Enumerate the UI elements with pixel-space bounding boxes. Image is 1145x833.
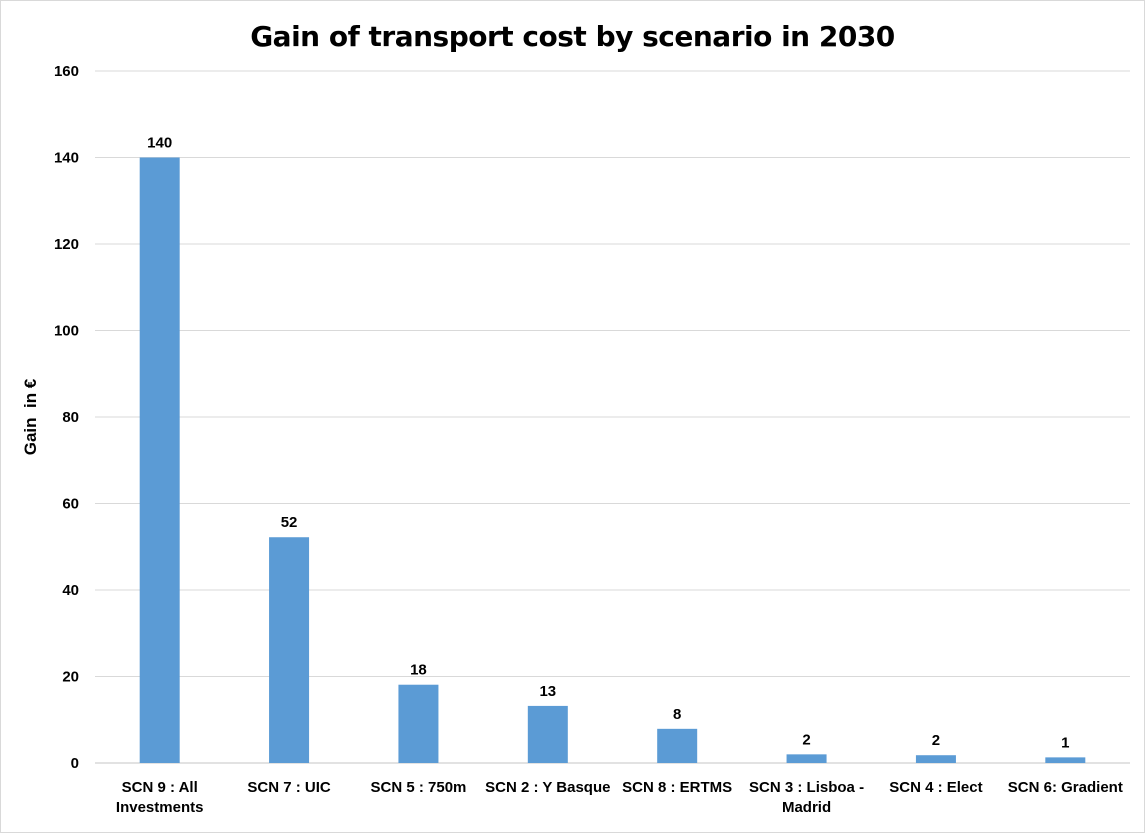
x-category-label-line: SCN 9 : All [122,779,198,796]
x-axis-categories: SCN 9 : All Investments SCN 7 : UIC SCN 5 :… [116,779,1123,816]
data-label: 13 [539,683,556,700]
x-category-label-line: Investments [116,799,204,816]
y-tick-label: 60 [62,496,79,513]
bars [140,158,1086,764]
x-category-label-line: SCN 2 : Y Basque [485,779,610,796]
x-category-label-line: SCN 4 : Elect [889,779,982,796]
y-tick-label: 140 [54,150,79,167]
x-category-label: SCN 8 : ERTMS [622,779,732,796]
x-category-label-line: SCN 3 : Lisboa - [749,779,864,796]
y-tick-label: 100 [54,323,79,340]
y-tick-label: 80 [62,409,79,426]
x-category-label: SCN 6: Gradient [1008,779,1123,796]
data-label: 8 [673,706,681,723]
bar [657,729,697,763]
x-category-label: SCN 2 : Y Basque [485,779,610,796]
x-category-label-line: SCN 5 : 750m [371,779,467,796]
x-category-label-line: SCN 6: Gradient [1008,779,1123,796]
y-tick-label: 20 [62,669,79,686]
x-category-label: SCN 9 : All Investments [116,779,204,816]
y-axis-ticks: 0 20 40 60 80 100 120 140 160 [54,63,79,772]
bar [269,537,309,763]
x-category-label: SCN 3 : Lisboa - Madrid [749,779,864,816]
x-category-label: SCN 5 : 750m [371,779,467,796]
x-category-label-line: Madrid [782,799,831,816]
data-label: 140 [147,135,172,152]
data-label: 52 [281,514,298,531]
bar [398,685,438,763]
bar [528,706,568,763]
x-category-label-line: SCN 8 : ERTMS [622,779,732,796]
bar [1045,757,1085,763]
bar [787,754,827,763]
y-tick-label: 40 [62,582,79,599]
x-category-label: SCN 4 : Elect [889,779,982,796]
bar [916,755,956,763]
data-label: 18 [410,662,427,679]
bar [140,158,180,764]
y-tick-label: 160 [54,63,79,80]
x-category-label: SCN 7 : UIC [247,779,331,796]
data-label: 1 [1061,734,1069,751]
data-label: 2 [802,731,810,748]
gridlines [95,71,1130,763]
y-tick-label: 0 [71,755,79,772]
x-category-label-line: SCN 7 : UIC [247,779,331,796]
y-tick-label: 120 [54,236,79,253]
data-label: 2 [932,732,940,749]
